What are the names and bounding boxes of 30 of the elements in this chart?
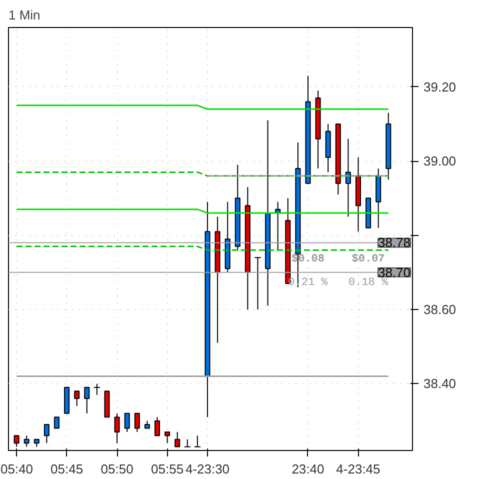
candlestick — [93, 383, 100, 396]
x-tick-label: 23:40 — [292, 462, 324, 476]
y-tick-label: 39.00 — [424, 154, 456, 169]
y-tick-label: 39.20 — [424, 79, 456, 94]
candlestick — [154, 416, 160, 436]
x-tick-label: 05:55 — [151, 462, 184, 476]
x-tick-label: 05:40 — [0, 462, 34, 476]
candlestick — [24, 435, 30, 448]
ref-line-label: 38.78 — [378, 235, 411, 250]
y-tick-label: 38.60 — [424, 302, 456, 317]
candlestick — [74, 390, 80, 406]
candlestick — [134, 412, 140, 432]
candlestick — [124, 412, 130, 432]
x-tick-label: 05:50 — [100, 462, 134, 476]
x-tick-label: 05:45 — [50, 462, 84, 476]
candlestick — [44, 424, 50, 444]
x-tick-label: 4-23:45 — [336, 462, 380, 476]
candlestick — [164, 431, 170, 444]
candlestick — [345, 138, 351, 218]
candlestick — [194, 435, 201, 448]
candlestick — [54, 416, 60, 429]
chart-title: 1 Min — [8, 8, 40, 22]
annotation: $0.07 — [352, 252, 385, 266]
candlestick — [174, 431, 180, 448]
x-tick-label: 4-23:30 — [185, 462, 230, 476]
candlestick — [184, 438, 191, 448]
y-tick-label: 38.40 — [424, 376, 456, 392]
candlestick — [254, 257, 262, 310]
candlestick — [114, 412, 120, 444]
candlestick — [84, 386, 90, 414]
